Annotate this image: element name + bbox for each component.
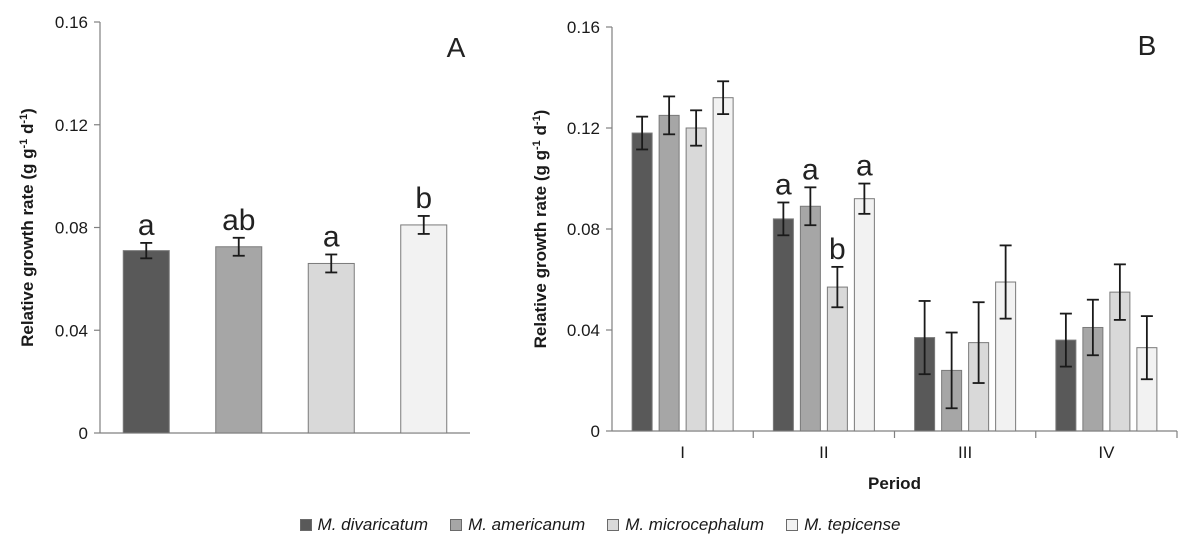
legend-label: M. americanum [468, 515, 586, 534]
legend-label: M. microcephalum [625, 515, 765, 534]
y-tick-label: 0 [591, 422, 600, 441]
significance-label: b [415, 182, 432, 215]
significance-label: a [775, 168, 792, 201]
y-tick-label: 0.08 [567, 220, 600, 239]
bar [307, 262, 355, 434]
x-axis-title: Period [868, 474, 921, 493]
x-tick-label: II [819, 443, 828, 462]
y-tick-label: 0.12 [567, 119, 600, 138]
bar [712, 97, 734, 432]
y-tick-label: 0.08 [55, 219, 88, 238]
panel-b-chart: 0 0.04 0.08 0.12 0.16 Relative growth rate (g… [531, 18, 1178, 493]
y-axis-title: Relative growth rate (g g-1 d-1) [18, 108, 37, 347]
x-tick-label: III [958, 443, 972, 462]
bar [631, 132, 653, 432]
bar [122, 250, 170, 434]
bar [772, 218, 794, 432]
panel-label: B [1138, 30, 1157, 61]
legend-item: M. americanum [450, 515, 585, 535]
legend-item: M. tepicense [786, 515, 900, 535]
bar [685, 127, 707, 432]
significance-label: a [802, 153, 819, 186]
y-tick-label: 0.04 [55, 321, 88, 340]
bar [215, 246, 263, 434]
bar [658, 114, 680, 432]
y-tick-label: 0.16 [55, 13, 88, 32]
legend-swatch [786, 519, 799, 531]
bar [853, 198, 875, 432]
legend-item: M. divaricatum [299, 515, 429, 535]
x-tick-label: I [680, 443, 685, 462]
panel-a-chart: 0 0.04 0.08 0.12 0.16 Relative growth rate (g… [18, 13, 470, 443]
panel-label: A [447, 32, 466, 63]
x-tick-label: IV [1098, 443, 1115, 462]
legend-swatch [299, 519, 312, 531]
significance-label: a [138, 209, 155, 242]
significance-label: ab [222, 204, 255, 237]
bar [826, 286, 848, 432]
significance-label: b [829, 233, 846, 266]
significance-label: a [323, 220, 340, 253]
significance-label: a [856, 150, 873, 183]
legend-label: M. divaricatum [317, 515, 429, 534]
y-tick-label: 0.16 [567, 18, 600, 37]
legend-item: M. microcephalum [607, 515, 764, 535]
y-tick-label: 0 [79, 424, 88, 443]
legend-swatch [450, 519, 463, 531]
y-tick-label: 0.04 [567, 321, 600, 340]
legend: M. divaricatum M. americanum M. microcep… [0, 508, 1200, 542]
legend-label: M. tepicense [804, 515, 901, 534]
legend-swatch [607, 519, 620, 531]
y-axis-title: Relative growth rate (g g-1 d-1) [531, 110, 550, 349]
y-tick-label: 0.12 [55, 116, 88, 135]
bar [799, 205, 821, 432]
bar [400, 224, 448, 434]
